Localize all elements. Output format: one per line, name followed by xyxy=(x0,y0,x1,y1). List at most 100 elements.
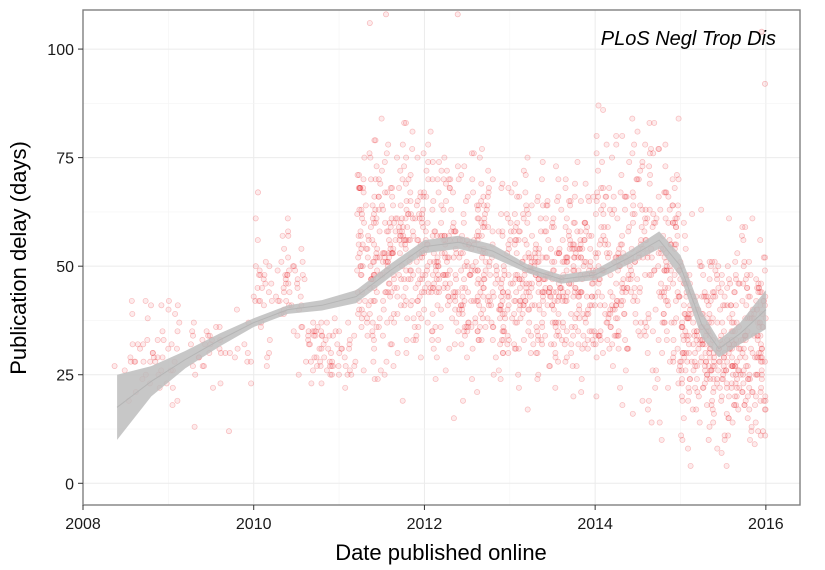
scatter-point xyxy=(598,224,605,231)
scatter-point xyxy=(729,363,736,370)
scatter-point xyxy=(572,324,579,330)
scatter-point xyxy=(386,219,393,226)
scatter-point xyxy=(651,119,658,126)
scatter-point xyxy=(600,202,607,209)
scatter-point xyxy=(257,324,264,330)
scatter-point xyxy=(380,206,387,213)
scatter-point xyxy=(648,254,655,261)
scatter-point xyxy=(460,211,467,218)
scatter-point xyxy=(533,324,540,330)
panel-frame xyxy=(82,9,801,506)
scatter-point xyxy=(622,206,628,213)
scatter-point xyxy=(592,211,599,218)
scatter-point xyxy=(535,193,541,200)
scatter-point xyxy=(663,267,670,274)
scatter-point xyxy=(714,445,721,452)
scatter-point xyxy=(396,185,402,191)
scatter-point xyxy=(576,245,583,252)
scatter-point xyxy=(742,224,749,231)
scatter-point xyxy=(679,436,686,443)
scatter-point xyxy=(748,423,755,430)
scatter-point xyxy=(390,310,397,317)
scatter-point xyxy=(469,176,476,183)
scatter-point xyxy=(411,324,418,330)
scatter-point xyxy=(732,363,739,370)
scatter-point xyxy=(619,241,625,248)
scatter-point xyxy=(485,302,492,309)
scatter-point xyxy=(316,345,323,352)
scatter-point xyxy=(384,189,391,196)
scatter-point xyxy=(140,341,147,348)
scatter-point xyxy=(452,293,459,300)
y-tick-label: 100 xyxy=(47,42,74,59)
scatter-point xyxy=(577,254,584,261)
scatter-point xyxy=(572,284,579,291)
scatter-point xyxy=(429,310,436,317)
scatter-point xyxy=(761,358,768,365)
scatter-point xyxy=(437,324,444,330)
scatter-point xyxy=(620,276,627,283)
scatter-point xyxy=(388,250,395,257)
scatter-point xyxy=(730,319,737,326)
scatter-point xyxy=(562,358,569,365)
scatter-point xyxy=(751,441,758,448)
scatter-point xyxy=(450,189,456,196)
scatter-point xyxy=(630,297,637,304)
scatter-point xyxy=(424,263,431,270)
scatter-point xyxy=(428,289,435,296)
scatter-point xyxy=(468,267,475,274)
scatter-point xyxy=(534,376,541,383)
scatter-point xyxy=(486,297,493,304)
scatter-point xyxy=(662,163,669,170)
scatter-point xyxy=(402,284,409,291)
scatter-point xyxy=(592,332,599,339)
scatter-point xyxy=(512,237,519,244)
scatter-point xyxy=(425,141,432,148)
scatter-point xyxy=(735,406,742,413)
scatter-point xyxy=(711,354,717,361)
scatter-point xyxy=(580,332,587,339)
scatter-point xyxy=(423,167,430,174)
scatter-point xyxy=(213,324,220,330)
scatter-point xyxy=(148,302,154,309)
scatter-point xyxy=(564,289,571,296)
scatter-point xyxy=(681,310,688,317)
scatter-point xyxy=(488,302,495,309)
scatter-point xyxy=(708,319,715,326)
scatter-point xyxy=(624,345,631,352)
scatter-point xyxy=(499,297,506,304)
scatter-point xyxy=(758,367,765,374)
scatter-point xyxy=(581,237,588,244)
scatter-point xyxy=(744,284,751,291)
scatter-point xyxy=(546,363,553,370)
scatter-point xyxy=(661,267,668,274)
scatter-point xyxy=(484,315,491,322)
scatter-point xyxy=(555,176,562,183)
scatter-point xyxy=(283,297,290,304)
scatter-point xyxy=(354,172,361,178)
scatter-point xyxy=(520,293,527,300)
scatter-point xyxy=(688,358,695,365)
scatter-point xyxy=(369,328,376,335)
scatter-point xyxy=(435,263,442,270)
scatter-point xyxy=(379,250,386,257)
scatter-point xyxy=(729,419,736,426)
scatter-point xyxy=(675,380,682,387)
scatter-point xyxy=(591,302,598,309)
scatter-point xyxy=(602,193,609,200)
scatter-point xyxy=(339,345,345,352)
scatter-point xyxy=(755,289,762,296)
scatter-point xyxy=(442,254,449,261)
scatter-point xyxy=(382,258,389,265)
scatter-point xyxy=(375,206,382,213)
scatter-point xyxy=(474,389,481,396)
scatter-point xyxy=(512,319,519,326)
scatter-point xyxy=(762,397,769,404)
scatter-point xyxy=(387,245,394,252)
scatter-point xyxy=(700,384,707,391)
scatter-point xyxy=(619,280,625,287)
scatter-point xyxy=(578,254,584,261)
scatter-point xyxy=(505,241,512,248)
scatter-point xyxy=(489,289,496,296)
scatter-point xyxy=(507,228,514,235)
